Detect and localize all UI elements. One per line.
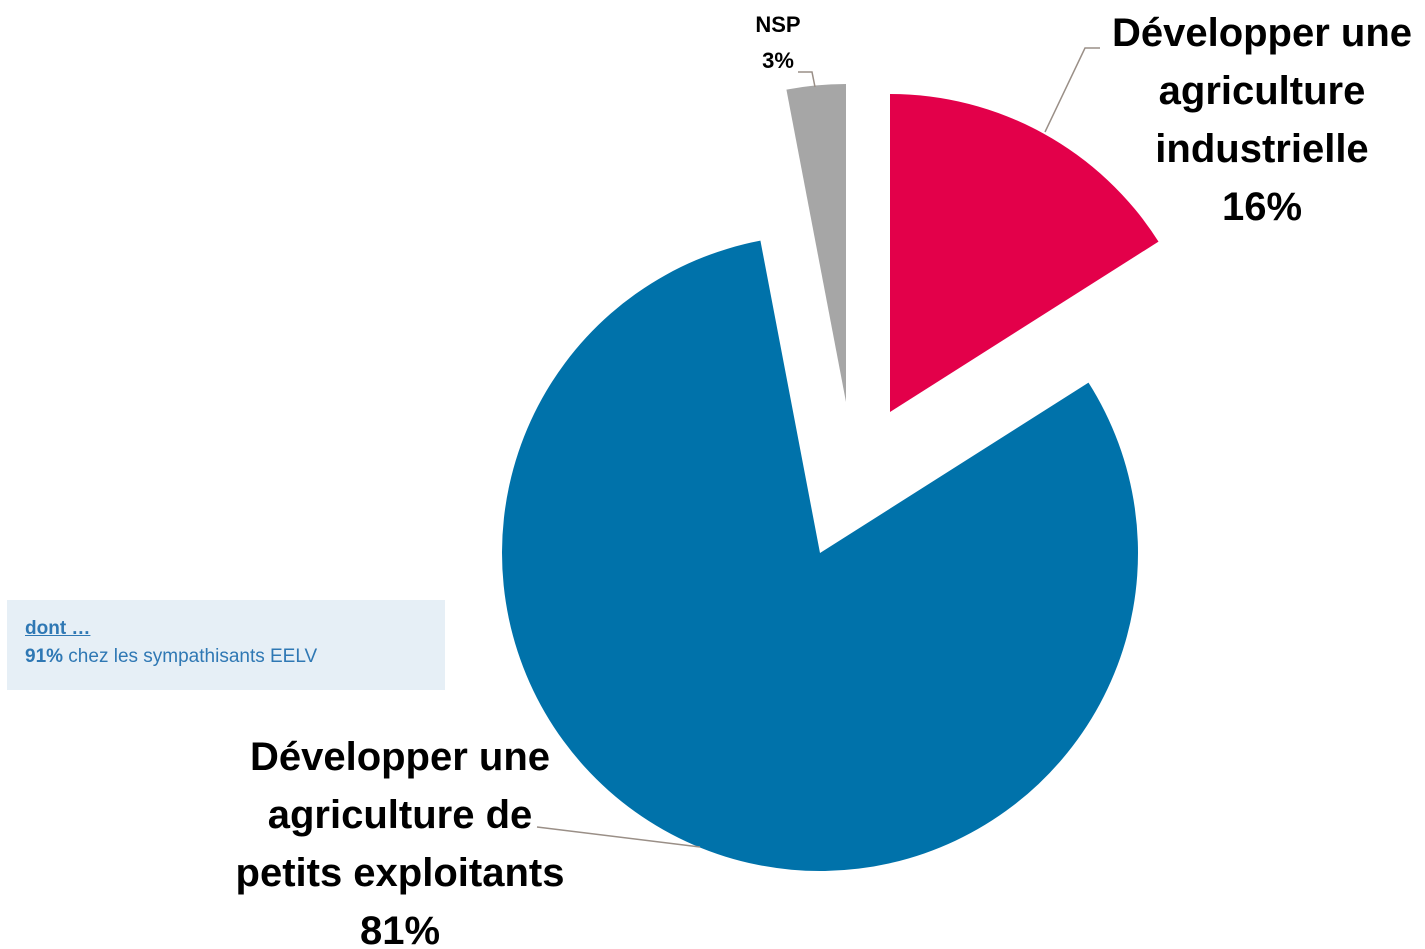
note-title: dont … [25,618,91,639]
slice-label-1-line-1: Développer une [1112,11,1412,55]
leader-line-3 [798,71,816,88]
note-box: dont … 91% chez les sympathisants EELV [7,600,445,690]
note-highlight: 91% [25,646,64,667]
slice-label-1-line-2: agriculture [1159,69,1366,113]
slice-label-3-line-1: NSP [755,12,800,37]
slice-label-2-line-2: agriculture de [268,793,533,837]
note-line: 91% chez les sympathisants EELV [25,646,317,668]
slice-value-label-1: 16% [1222,185,1302,229]
slice-value-label-3: 3% [762,48,794,73]
slice-label-2-line-1: Développer une [250,735,550,779]
leader-line-2 [536,826,701,848]
pie-slice-3 [786,84,846,402]
note-text: chez les sympathisants EELV [63,646,318,667]
slice-value-label-2: 81% [360,909,440,949]
slice-label-2-line-3: petits exploitants [236,851,565,895]
pie-slice-1 [890,94,1159,412]
leader-line-1 [1044,47,1100,133]
pie-slice-2 [502,240,1138,871]
slice-label-1-line-3: industrielle [1155,127,1368,171]
